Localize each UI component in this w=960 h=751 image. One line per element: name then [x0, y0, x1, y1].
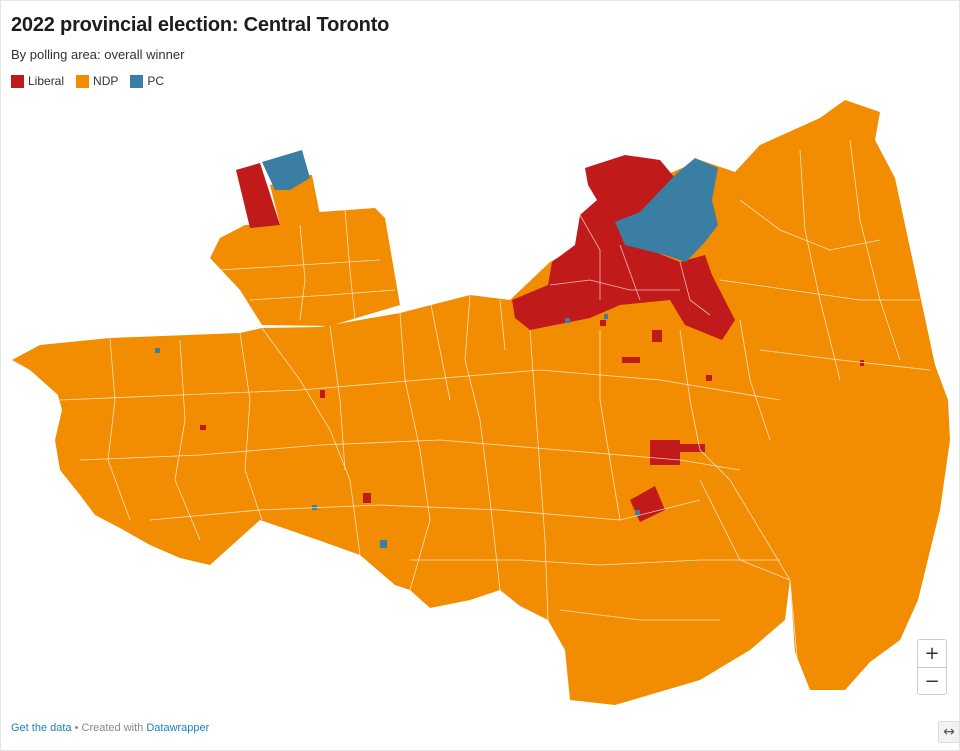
legend-item-ndp: NDP: [76, 74, 118, 88]
page-title: 2022 provincial election: Central Toront…: [11, 14, 390, 36]
region-pc-north-central[interactable]: [615, 158, 718, 262]
polling-boundaries: [59, 139, 931, 691]
legend: Liberal NDP PC: [11, 74, 164, 88]
page-subtitle: By polling area: overall winner: [11, 47, 185, 62]
get-data-link[interactable]: Get the data: [11, 722, 72, 734]
region-liberal-patch[interactable]: [622, 357, 640, 363]
region-liberal-patch[interactable]: [706, 375, 712, 381]
region-pc-patch[interactable]: [380, 540, 387, 548]
region-ndp-northwest[interactable]: [210, 208, 400, 326]
region-pc-patch[interactable]: [565, 318, 570, 323]
region-pc-northwest[interactable]: [262, 150, 310, 190]
region-liberal-patch[interactable]: [860, 360, 864, 366]
footer-separator: • Created with: [71, 722, 147, 734]
region-liberal-patch[interactable]: [650, 440, 680, 465]
legend-label-pc: PC: [147, 74, 165, 88]
region-pc-patch[interactable]: [155, 348, 160, 353]
region-liberal-patch[interactable]: [652, 330, 662, 342]
region-liberal-north-central[interactable]: [512, 155, 735, 340]
legend-item-pc: PC: [130, 74, 164, 88]
region-ndp-main[interactable]: [12, 100, 950, 705]
region-liberal-patch[interactable]: [675, 444, 705, 452]
legend-item-liberal: Liberal: [11, 74, 64, 88]
legend-swatch-pc: [130, 74, 144, 88]
datawrapper-link[interactable]: Datawrapper: [146, 722, 210, 734]
zoom-out-button[interactable]: −: [918, 667, 946, 694]
region-liberal-patch[interactable]: [363, 493, 371, 503]
region-liberal-patch[interactable]: [320, 390, 325, 398]
legend-swatch-ndp: [76, 74, 90, 88]
footer: Get the data • Created with Datawrapper: [11, 722, 209, 734]
region-pc-patch[interactable]: [635, 510, 640, 515]
expand-icon[interactable]: ↔: [938, 721, 960, 743]
zoom-in-button[interactable]: +: [918, 640, 946, 667]
zoom-control: + −: [917, 639, 947, 695]
region-liberal-northwest[interactable]: [236, 163, 280, 228]
liberal-cluster-boundaries: [549, 214, 711, 316]
region-pc-patch[interactable]: [604, 314, 608, 319]
legend-label-liberal: Liberal: [28, 74, 65, 88]
region-liberal-patch[interactable]: [200, 425, 206, 430]
legend-swatch-liberal: [11, 74, 24, 88]
legend-label-ndp: NDP: [93, 74, 119, 88]
region-liberal-patch[interactable]: [600, 320, 606, 326]
